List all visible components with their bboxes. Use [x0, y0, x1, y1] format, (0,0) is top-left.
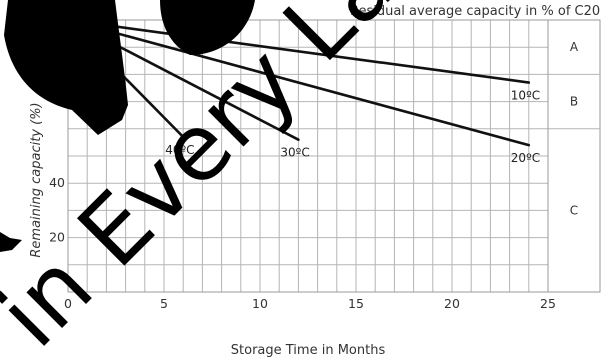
series-line — [66, 18, 531, 147]
y-tick-label: 40 — [49, 175, 65, 190]
series-label: 30ºC — [280, 146, 309, 160]
watermark-overlay: in Every Lang — [0, 0, 498, 360]
band-label: A — [570, 40, 579, 54]
series-label: 20ºC — [511, 151, 540, 165]
x-tick-label: 25 — [540, 296, 556, 311]
y-tick-label: 20 — [49, 230, 65, 245]
band-panel-frame — [547, 19, 601, 293]
y-axis-title: Remaining capacity (%) — [29, 102, 44, 257]
plot-frame — [67, 19, 549, 293]
series-line — [66, 18, 531, 84]
watermark-shape — [4, 0, 128, 135]
band-panel: A B C — [547, 19, 601, 293]
series-label: 10ºC — [511, 89, 540, 103]
watermark-shape — [160, 0, 255, 55]
x-axis-title: Storage Time in Months — [231, 343, 386, 358]
x-tick-label: 15 — [348, 296, 364, 311]
x-tick-label: 10 — [252, 296, 268, 311]
grid — [67, 19, 549, 293]
x-tick-label: 20 — [444, 296, 460, 311]
band-label: C — [570, 203, 578, 217]
band-label: B — [570, 95, 578, 109]
x-tick-label: 0 — [64, 296, 72, 311]
x-tick-label: 5 — [160, 296, 168, 311]
chart-title: Residual average capacity in % of C20 — [350, 4, 600, 19]
series-label: 40ºC — [165, 143, 194, 157]
watermark-shape — [0, 232, 22, 252]
x-tick-labels: 0 5 10 15 20 25 — [64, 296, 556, 311]
series-labels: 10ºC 20ºC 30ºC 40ºC — [165, 89, 540, 166]
